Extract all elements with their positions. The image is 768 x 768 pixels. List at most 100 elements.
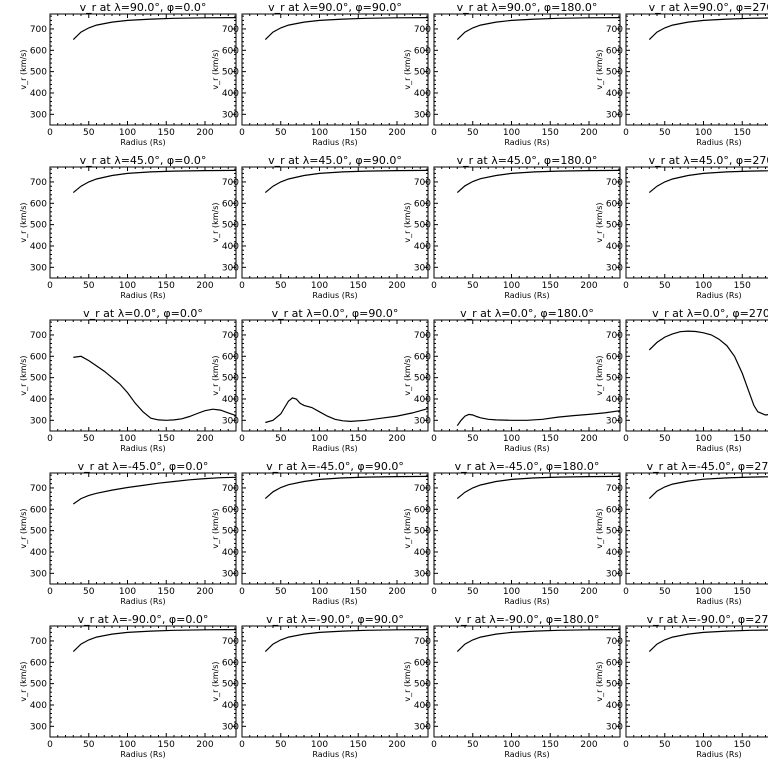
x-tick-label: 0	[47, 434, 53, 444]
x-tick-label: 0	[47, 128, 53, 138]
y-axis-label: v_r (km/s)	[211, 202, 220, 242]
series-line	[72, 17, 237, 41]
y-tick-label: 600	[222, 46, 239, 56]
x-tick-label: 50	[659, 281, 671, 291]
plot-frame	[625, 13, 768, 126]
y-tick-label: 300	[414, 569, 431, 579]
y-tick-label: 300	[222, 110, 239, 120]
plot-frame	[625, 472, 768, 585]
x-tick-label: 150	[542, 587, 559, 597]
plot-frame	[241, 625, 429, 738]
y-tick-label: 700	[606, 178, 623, 188]
y-tick-label: 700	[30, 25, 47, 35]
chart-panel-5: v_r at λ=45.0°, φ=0.0° 0 50 100 150 200 300 400…	[19, 154, 237, 300]
y-tick-label: 300	[30, 263, 47, 273]
y-tick-label: 600	[222, 352, 239, 362]
y-tick-label: 300	[222, 263, 239, 273]
y-tick-label: 400	[30, 701, 47, 711]
x-tick-label: 100	[311, 281, 328, 291]
y-tick-label: 500	[30, 374, 47, 384]
y-tick-label: 500	[606, 68, 623, 78]
y-tick-label: 700	[222, 331, 239, 341]
y-axis-label: v_r (km/s)	[595, 49, 604, 89]
series-line	[648, 330, 768, 416]
y-tick-label: 300	[606, 416, 623, 426]
x-axis-label: Radius (Rs)	[312, 444, 357, 453]
x-axis-label: Radius (Rs)	[312, 291, 357, 300]
y-tick-label: 400	[30, 548, 47, 558]
y-tick-label: 600	[222, 199, 239, 209]
panel-title: v_r at λ=-90.0°, φ=180.0°	[455, 613, 600, 626]
x-tick-label: 0	[431, 128, 437, 138]
x-tick-label: 100	[503, 281, 520, 291]
y-tick-label: 300	[30, 722, 47, 732]
x-tick-label: 50	[467, 587, 479, 597]
y-tick-label: 700	[414, 484, 431, 494]
chart-panel-8: v_r at λ=45.0°, φ=270.0°0501001502003004…	[595, 154, 768, 300]
y-tick-label: 600	[30, 658, 47, 668]
panel-title: v_r at λ=45.0°, φ=270.0°	[649, 154, 768, 167]
x-axis-label: Radius (Rs)	[504, 750, 549, 759]
y-tick-label: 600	[414, 46, 431, 56]
chart-panel-3: v_r at λ=90.0°, φ=180.0° 0 50 100 150 200 300 4…	[403, 1, 621, 147]
y-tick-label: 600	[414, 199, 431, 209]
x-axis-label: Radius (Rs)	[120, 291, 165, 300]
x-tick-label: 200	[196, 587, 213, 597]
x-tick-label: 0	[431, 587, 437, 597]
y-tick-label: 700	[222, 484, 239, 494]
y-axis-label: v_r (km/s)	[211, 661, 220, 701]
x-tick-label: 50	[659, 128, 671, 138]
series-line	[456, 629, 621, 653]
x-tick-label: 150	[158, 434, 175, 444]
y-tick-label: 700	[30, 178, 47, 188]
y-tick-label: 700	[30, 484, 47, 494]
y-tick-label: 300	[414, 722, 431, 732]
y-tick-label: 400	[30, 89, 47, 99]
panel-title: v_r at λ=0.0°, φ=0.0°	[83, 307, 203, 320]
x-tick-label: 100	[695, 434, 712, 444]
series-line	[456, 169, 621, 194]
y-tick-label: 400	[606, 395, 623, 405]
x-tick-label: 150	[158, 740, 175, 750]
series-line	[72, 169, 237, 194]
series-line	[648, 170, 768, 194]
panel-title: v_r at λ=45.0°, φ=0.0°	[80, 154, 207, 167]
x-axis-label: Radius (Rs)	[120, 597, 165, 606]
panel-title: v_r at λ=45.0°, φ=90.0°	[268, 154, 402, 167]
x-axis-label: Radius (Rs)	[312, 138, 357, 147]
x-tick-label: 50	[275, 587, 287, 597]
y-tick-label: 400	[414, 242, 431, 252]
x-tick-label: 150	[542, 128, 559, 138]
y-tick-label: 500	[222, 221, 239, 231]
chart-panel-6: v_r at λ=45.0°, φ=90.0° 0 50 100 150 200 300 40…	[211, 154, 429, 300]
series-line	[264, 169, 429, 194]
x-tick-label: 150	[350, 128, 367, 138]
y-tick-label: 500	[606, 680, 623, 690]
x-tick-label: 100	[503, 740, 520, 750]
y-axis-label: v_r (km/s)	[595, 508, 604, 548]
chart-panel-18: v_r at λ=-90.0°, φ=90.0° 0 50 100 150 200 300 4…	[211, 613, 429, 759]
y-tick-label: 300	[606, 569, 623, 579]
y-tick-label: 500	[30, 680, 47, 690]
y-tick-label: 700	[222, 25, 239, 35]
y-axis-label: v_r (km/s)	[595, 355, 604, 395]
x-axis-label: Radius (Rs)	[504, 138, 549, 147]
x-tick-label: 200	[580, 587, 597, 597]
y-tick-label: 500	[606, 527, 623, 537]
plot-frame	[49, 13, 237, 126]
x-axis-label: Radius (Rs)	[120, 444, 165, 453]
x-tick-label: 50	[275, 740, 287, 750]
x-tick-label: 150	[158, 587, 175, 597]
y-tick-label: 600	[222, 505, 239, 515]
x-axis-label: Radius (Rs)	[120, 750, 165, 759]
y-axis-label: v_r (km/s)	[211, 49, 220, 89]
y-tick-label: 300	[606, 110, 623, 120]
x-tick-label: 100	[311, 434, 328, 444]
x-tick-label: 150	[542, 281, 559, 291]
y-axis-label: v_r (km/s)	[403, 355, 412, 395]
series-line	[648, 476, 768, 500]
chart-panel-19: v_r at λ=-90.0°, φ=180.0° 0 50 100 150 200 300…	[403, 613, 621, 759]
x-tick-label: 150	[542, 740, 559, 750]
panel-title: v_r at λ=0.0°, φ=180.0°	[460, 307, 594, 320]
y-tick-label: 700	[414, 637, 431, 647]
